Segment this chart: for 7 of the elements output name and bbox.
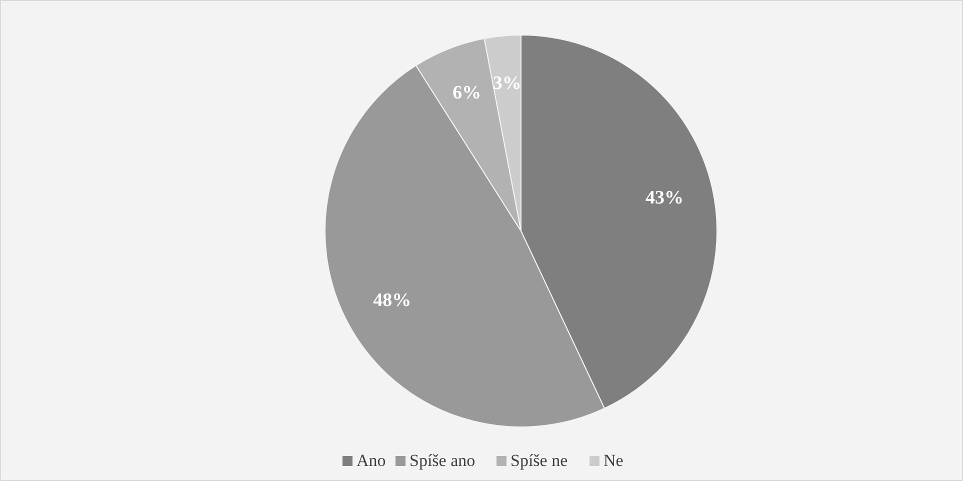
data-label: 48% <box>373 290 412 312</box>
legend-label: Spíše ne <box>510 451 568 470</box>
legend-label: Ano <box>356 451 386 470</box>
legend-label: Ne <box>604 451 624 470</box>
legend-label: Spíše ano <box>410 451 476 470</box>
data-label: 43% <box>645 187 684 208</box>
data-label: 6% <box>452 82 482 104</box>
